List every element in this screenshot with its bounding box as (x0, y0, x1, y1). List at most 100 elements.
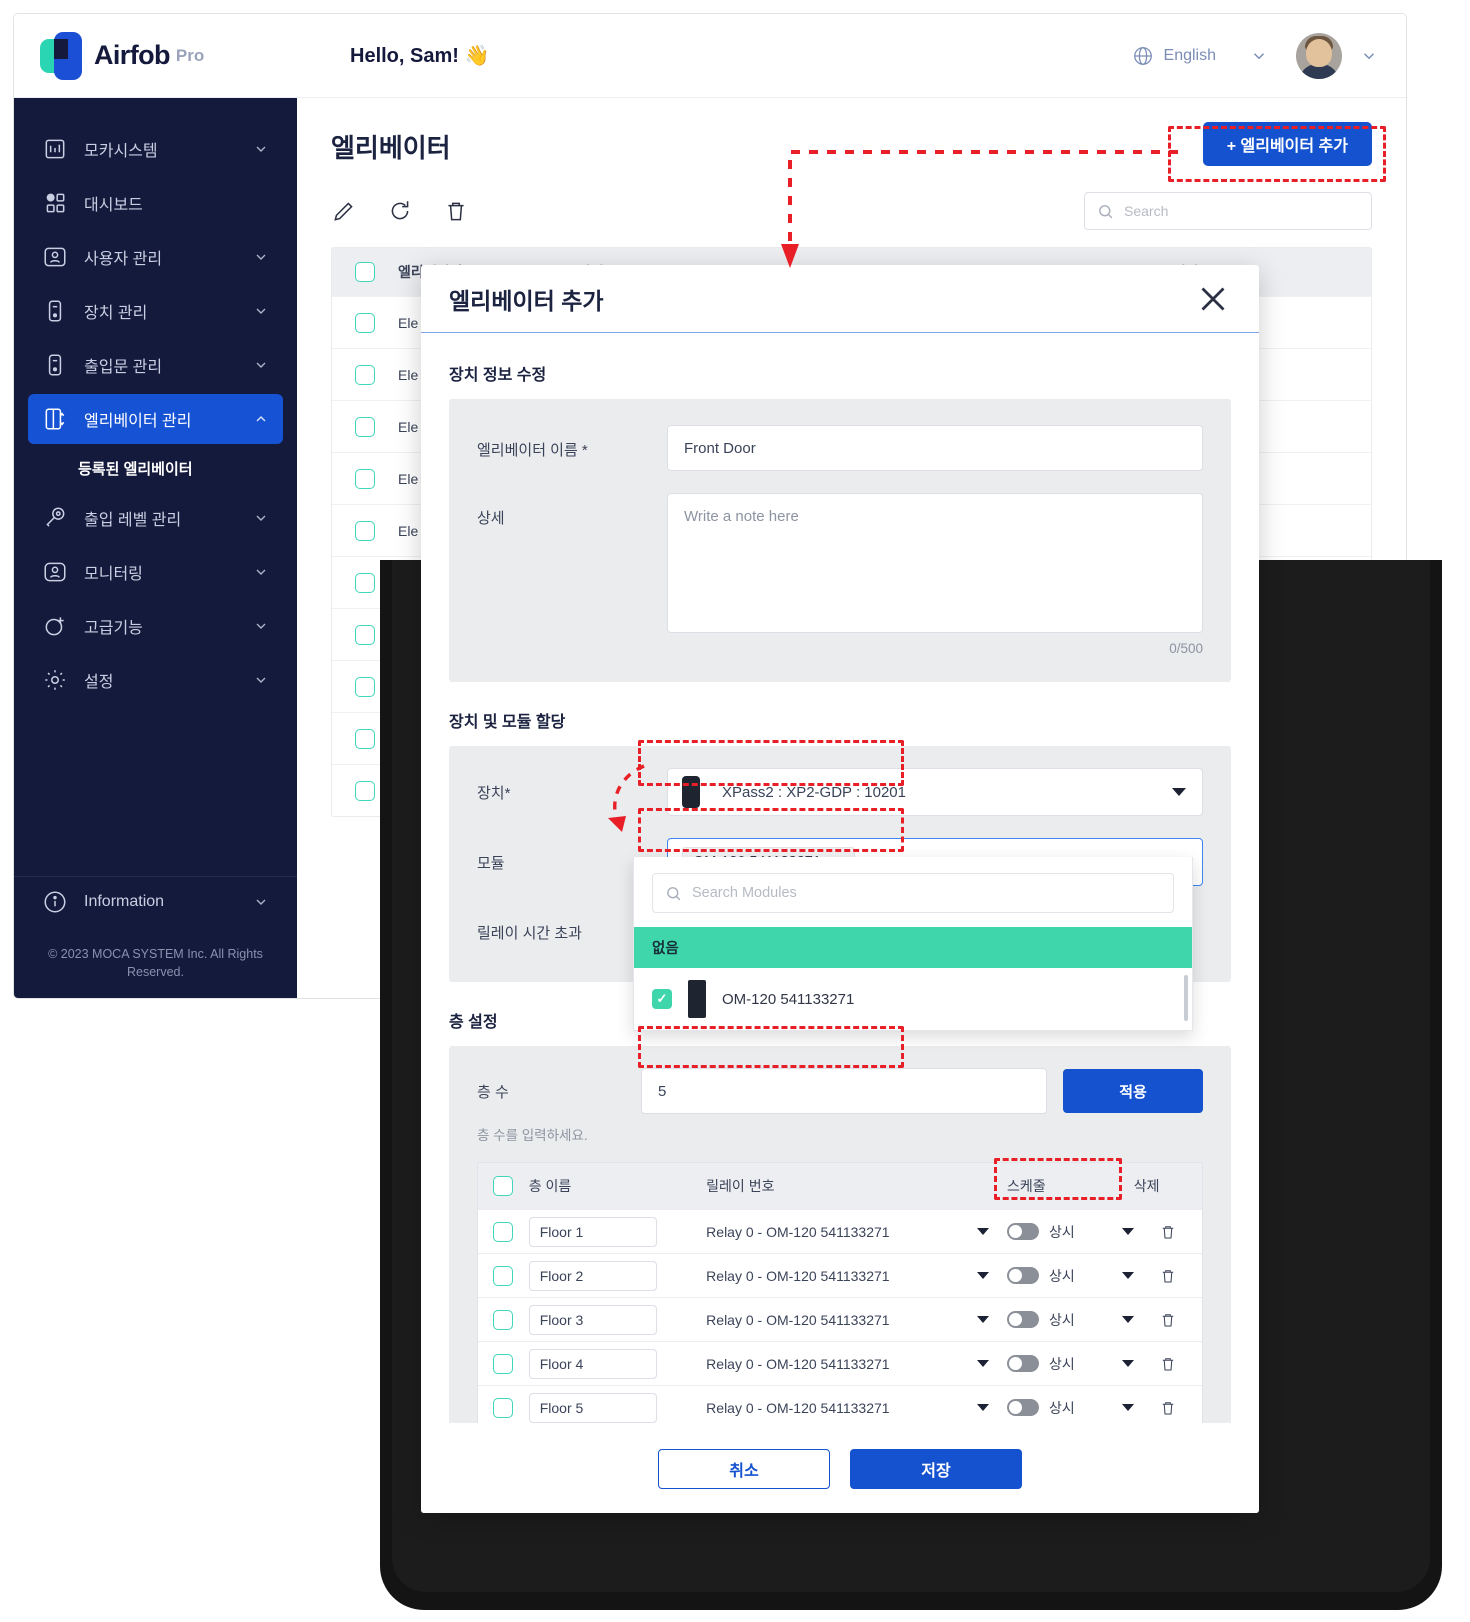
cancel-button[interactable]: 취소 (658, 1448, 830, 1489)
row-checkbox[interactable] (332, 676, 398, 697)
sidebar-item-label: 대시보드 (84, 197, 143, 214)
floor-name-input[interactable]: Floor 2 (528, 1260, 657, 1291)
schedule-toggle[interactable] (1006, 1399, 1039, 1416)
row-checkbox[interactable] (332, 312, 398, 333)
schedule-toggle[interactable] (1006, 1355, 1039, 1372)
sidebar-item-dashboard[interactable]: 대시보드 (28, 178, 283, 228)
chevron-down-icon (1121, 1272, 1134, 1279)
relay-select[interactable]: Relay 0 - OM-120 541133271 (706, 1224, 1007, 1240)
delete-floor-button[interactable] (1134, 1398, 1202, 1418)
row-checkbox[interactable] (332, 416, 398, 437)
search-icon (1099, 204, 1113, 218)
row-checkbox[interactable] (332, 780, 398, 801)
sidebar-item-advanced[interactable]: 고급기능 (28, 601, 283, 651)
delete-floor-button[interactable] (1134, 1222, 1202, 1242)
top-header-bar: Airfob Pro Hello, Sam! 👋 English (14, 14, 1406, 98)
building-icon (45, 139, 65, 159)
sidebar-item-user-management[interactable]: 사용자 관리 (28, 232, 283, 282)
module-search-input[interactable]: Search Modules (652, 873, 1174, 913)
floor-table-row[interactable]: Floor 2 Relay 0 - OM-120 541133271 상시 (478, 1253, 1202, 1297)
sidebar-item-access-level[interactable]: 출입 레벨 관리 (28, 493, 283, 543)
floor-name-input[interactable]: Floor 3 (528, 1304, 657, 1335)
chevron-down-icon (976, 1404, 989, 1411)
floor-count-input[interactable]: 5 (641, 1068, 1047, 1114)
floor-name-input[interactable]: Floor 1 (528, 1216, 657, 1247)
chevron-down-icon[interactable] (1250, 47, 1268, 65)
floor-table-header: 층 이름 릴레이 번호 스케줄 삭제 (478, 1163, 1202, 1209)
schedule-toggle[interactable] (1006, 1223, 1039, 1240)
monitor-user-icon (44, 562, 66, 582)
schedule-select[interactable]: 상시 (1006, 1398, 1134, 1418)
row-checkbox[interactable] (332, 520, 398, 541)
floor-table-row[interactable]: Floor 1 Relay 0 - OM-120 541133271 상시 (478, 1209, 1202, 1253)
schedule-select[interactable]: 상시 (1006, 1222, 1134, 1242)
schedule-toggle[interactable] (1006, 1311, 1039, 1328)
schedule-value: 상시 (1048, 1399, 1075, 1416)
airfob-logo-icon (40, 31, 84, 80)
sidebar-item-mocasystem[interactable]: 모카시스템 (28, 124, 283, 174)
row-checkbox[interactable] (332, 468, 398, 489)
edit-pencil-icon[interactable] (331, 198, 357, 224)
sidebar-item-settings[interactable]: 설정 (28, 655, 283, 705)
schedule-select[interactable]: 상시 (1006, 1266, 1134, 1286)
sidebar-subitem-registered-elevators[interactable]: 등록된 엘리베이터 (78, 461, 193, 478)
avatar[interactable] (1296, 32, 1342, 79)
floor-select-all-checkbox[interactable] (478, 1176, 529, 1196)
delete-floor-button[interactable] (1134, 1310, 1202, 1330)
chevron-down-icon[interactable] (1360, 47, 1378, 65)
chevron-down-icon (256, 254, 266, 260)
relay-select[interactable]: Relay 0 - OM-120 541133271 (706, 1356, 1007, 1372)
sidebar-item-information[interactable]: Information (28, 877, 283, 927)
close-icon[interactable] (1195, 281, 1231, 317)
sidebar-item-label: 출입문 관리 (84, 359, 163, 376)
floor-row-checkbox[interactable] (478, 1309, 529, 1330)
schedule-toggle[interactable] (1006, 1267, 1039, 1284)
delete-floor-button[interactable] (1134, 1354, 1202, 1374)
floor-table-row[interactable]: Floor 3 Relay 0 - OM-120 541133271 상시 (478, 1297, 1202, 1341)
sidebar-item-label: 모카시스템 (84, 143, 158, 160)
delete-floor-button[interactable] (1134, 1266, 1202, 1286)
sidebar-item-label: Information (84, 892, 165, 910)
floor-name-input[interactable]: Floor 4 (528, 1348, 657, 1379)
dropdown-scrollbar[interactable] (1184, 975, 1188, 1021)
elevator-name-input[interactable]: Front Door (667, 425, 1203, 471)
row-checkbox[interactable] (332, 728, 398, 749)
language-selector[interactable]: English (1132, 45, 1216, 67)
row-checkbox[interactable] (332, 364, 398, 385)
sidebar-item-device-management[interactable]: 장치 관리 (28, 286, 283, 336)
floor-table-row[interactable]: Floor 4 Relay 0 - OM-120 541133271 상시 (478, 1341, 1202, 1385)
trash-icon[interactable] (443, 198, 469, 224)
apply-button[interactable]: 적용 (1063, 1069, 1203, 1113)
schedule-select[interactable]: 상시 (1006, 1310, 1134, 1330)
sidebar-item-monitoring[interactable]: 모니터링 (28, 547, 283, 597)
note-textarea[interactable]: Write a note here (667, 493, 1203, 633)
module-dropdown-group-label[interactable]: 없음 (634, 927, 1192, 968)
relay-select[interactable]: Relay 0 - OM-120 541133271 (706, 1400, 1007, 1416)
search-input[interactable]: Search (1084, 192, 1372, 230)
sidebar-item-door-management[interactable]: 출입문 관리 (28, 340, 283, 390)
chevron-down-icon (976, 1228, 989, 1235)
relay-timeout-row: 릴레이 시간 초과 (477, 908, 1203, 956)
floor-row-checkbox[interactable] (478, 1221, 529, 1242)
floor-table-row[interactable]: Floor 5 Relay 0 - OM-120 541133271 상시 (478, 1385, 1202, 1429)
checkbox-checked-icon[interactable]: ✓ (652, 989, 672, 1009)
row-checkbox[interactable] (332, 572, 398, 593)
floor-row-checkbox[interactable] (478, 1353, 529, 1374)
refresh-icon[interactable] (387, 198, 413, 224)
add-elevator-button[interactable]: + 엘리베이터 추가 (1202, 122, 1372, 166)
select-all-checkbox[interactable] (332, 262, 398, 282)
page-title: 엘리베이터 (331, 133, 451, 163)
floor-row-checkbox[interactable] (478, 1265, 529, 1286)
module-dropdown-item[interactable]: ✓ OM-120 541133271 (634, 968, 1192, 1030)
floor-row-checkbox[interactable] (478, 1397, 529, 1418)
sidebar-item-elevator-management[interactable]: 엘리베이터 관리 (28, 394, 283, 444)
brand-logo[interactable]: Airfob Pro (14, 31, 314, 80)
device-select[interactable]: XPass2 : XP2-GDP : 10201 (667, 768, 1203, 816)
relay-select[interactable]: Relay 0 - OM-120 541133271 (706, 1312, 1007, 1328)
schedule-select[interactable]: 상시 (1006, 1354, 1134, 1374)
floor-name-input[interactable]: Floor 5 (528, 1392, 657, 1423)
row-checkbox[interactable] (332, 624, 398, 645)
save-button[interactable]: 저장 (850, 1448, 1022, 1489)
chevron-down-icon (256, 677, 266, 683)
relay-select[interactable]: Relay 0 - OM-120 541133271 (706, 1268, 1007, 1284)
